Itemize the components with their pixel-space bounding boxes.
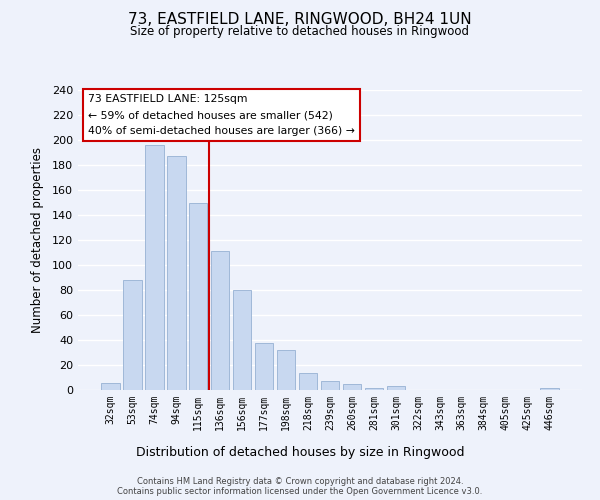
Text: 73, EASTFIELD LANE, RINGWOOD, BH24 1UN: 73, EASTFIELD LANE, RINGWOOD, BH24 1UN <box>128 12 472 28</box>
Bar <box>386 386 405 390</box>
Text: Contains HM Land Registry data © Crown copyright and database right 2024.: Contains HM Land Registry data © Crown c… <box>137 476 463 486</box>
Text: 73 EASTFIELD LANE: 125sqm
← 59% of detached houses are smaller (542)
40% of semi: 73 EASTFIELD LANE: 125sqm ← 59% of detac… <box>88 94 355 136</box>
Bar <box>189 202 208 390</box>
Bar <box>277 350 295 390</box>
Text: Contains public sector information licensed under the Open Government Licence v3: Contains public sector information licen… <box>118 486 482 496</box>
Bar <box>541 388 559 390</box>
Text: Size of property relative to detached houses in Ringwood: Size of property relative to detached ho… <box>131 25 470 38</box>
Bar <box>299 372 317 390</box>
Bar <box>211 251 229 390</box>
Y-axis label: Number of detached properties: Number of detached properties <box>31 147 44 333</box>
Bar <box>145 145 164 390</box>
Bar <box>123 280 142 390</box>
Bar <box>320 381 340 390</box>
Bar <box>365 388 383 390</box>
Bar <box>255 342 274 390</box>
Bar <box>343 384 361 390</box>
Bar <box>167 156 185 390</box>
Text: Distribution of detached houses by size in Ringwood: Distribution of detached houses by size … <box>136 446 464 459</box>
Bar <box>101 382 119 390</box>
Bar <box>233 290 251 390</box>
